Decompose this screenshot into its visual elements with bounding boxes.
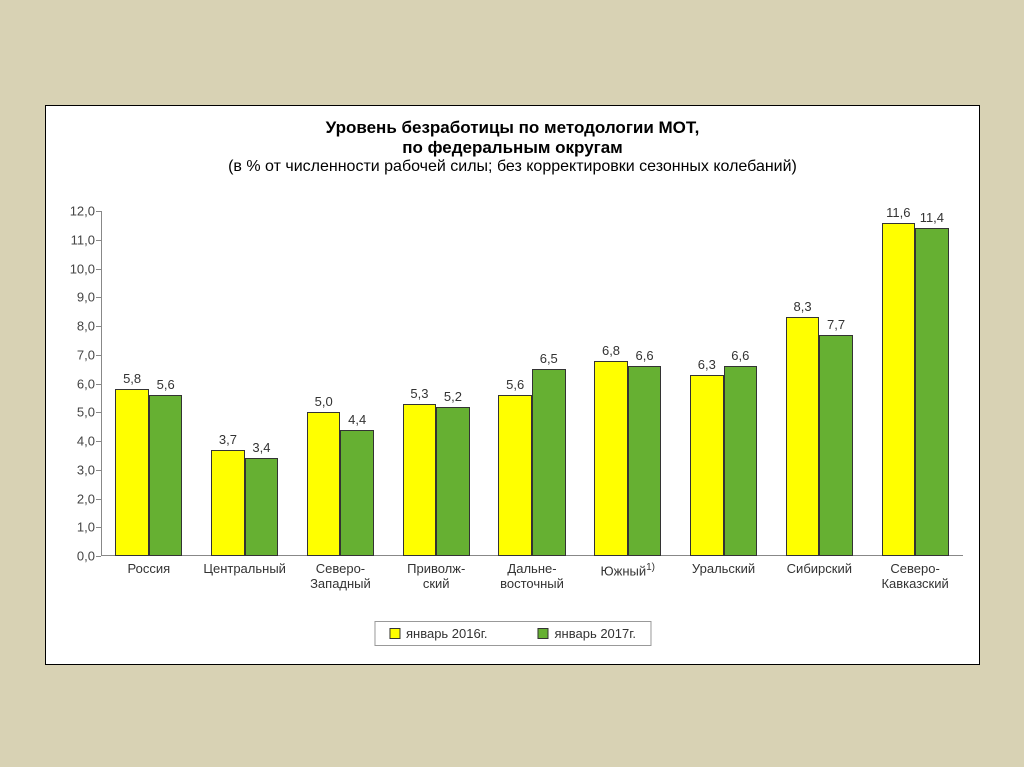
category-label: Сибирский (768, 556, 870, 577)
bar-value-label: 11,6 (886, 205, 910, 220)
bar (594, 361, 628, 557)
legend: январь 2016г. январь 2017г. (374, 621, 651, 646)
category-label: Южный1) (577, 556, 679, 579)
bars-layer: 5,85,63,73,45,04,45,35,25,66,56,86,66,36… (101, 211, 963, 556)
bar-group: 5,6 6,5 (498, 211, 565, 556)
bar-value-label: 4,4 (348, 412, 366, 427)
bar (724, 366, 758, 556)
bar-value-label: 6,6 (635, 348, 653, 363)
bar-value-label: 5,8 (123, 371, 141, 386)
category-label: Северо-Кавказский (864, 556, 966, 592)
bar (149, 395, 183, 556)
bar (786, 317, 820, 556)
bar-group: 8,3 7,7 (786, 211, 853, 556)
bar-value-label: 3,7 (219, 432, 237, 447)
legend-label: январь 2016г. (406, 626, 488, 641)
plot-area: 0,01,02,03,04,05,06,07,08,09,010,011,012… (101, 211, 963, 556)
bar-value-label: 5,2 (444, 389, 462, 404)
chart-title-block: Уровень безработицы по методологии МОТ,п… (46, 118, 979, 176)
legend-label: январь 2017г. (555, 626, 637, 641)
bar-value-label: 5,0 (315, 394, 333, 409)
bar (211, 450, 245, 556)
chart-title-line1: Уровень безработицы по методологии МОТ, (46, 118, 979, 138)
category-label: Россия (98, 556, 200, 577)
bar (245, 458, 279, 556)
chart-subtitle: (в % от численности рабочей силы; без ко… (46, 158, 979, 176)
bar-value-label: 6,5 (540, 351, 558, 366)
bar-value-label: 5,6 (157, 377, 175, 392)
bar (915, 228, 949, 556)
bar-group: 5,0 4,4 (307, 211, 374, 556)
bar-value-label: 8,3 (794, 299, 812, 314)
category-label: Северо-Западный (290, 556, 392, 592)
bar (882, 223, 916, 557)
bar-group: 6,8 6,6 (594, 211, 661, 556)
bar (340, 430, 374, 557)
bar (403, 404, 437, 556)
bar-group: 5,3 5,2 (403, 211, 470, 556)
category-label: Дальне-восточный (481, 556, 583, 592)
bar-value-label: 11,4 (920, 210, 944, 225)
bar (498, 395, 532, 556)
bar-value-label: 3,4 (252, 440, 270, 455)
chart-container: Уровень безработицы по методологии МОТ,п… (45, 105, 980, 665)
bar-group: 11,611,4 (882, 211, 949, 556)
bar-group: 5,8 5,6 (115, 211, 182, 556)
bar-value-label: 5,3 (410, 386, 428, 401)
bar-value-label: 6,6 (731, 348, 749, 363)
page-root: Уровень безработицы по методологии МОТ,п… (0, 0, 1024, 767)
bar (532, 369, 566, 556)
bar (690, 375, 724, 556)
bar-group: 3,7 3,4 (211, 211, 278, 556)
bar-value-label: 6,8 (602, 343, 620, 358)
bar (307, 412, 341, 556)
bar (819, 335, 853, 556)
bar-value-label: 7,7 (827, 317, 845, 332)
category-label: Приволж-ский (385, 556, 487, 592)
legend-item: январь 2017г. (538, 626, 637, 641)
bar-value-label: 6,3 (698, 357, 716, 372)
bar (436, 407, 470, 557)
category-label: Центральный (194, 556, 296, 577)
legend-item: январь 2016г. (389, 626, 488, 641)
bar-group: 6,3 6,6 (690, 211, 757, 556)
bar (628, 366, 662, 556)
legend-swatch (389, 628, 400, 639)
bar-value-label: 5,6 (506, 377, 524, 392)
bar (115, 389, 149, 556)
legend-swatch (538, 628, 549, 639)
chart-title-line2: по федеральным округам (46, 138, 979, 158)
category-label: Уральский (673, 556, 775, 577)
